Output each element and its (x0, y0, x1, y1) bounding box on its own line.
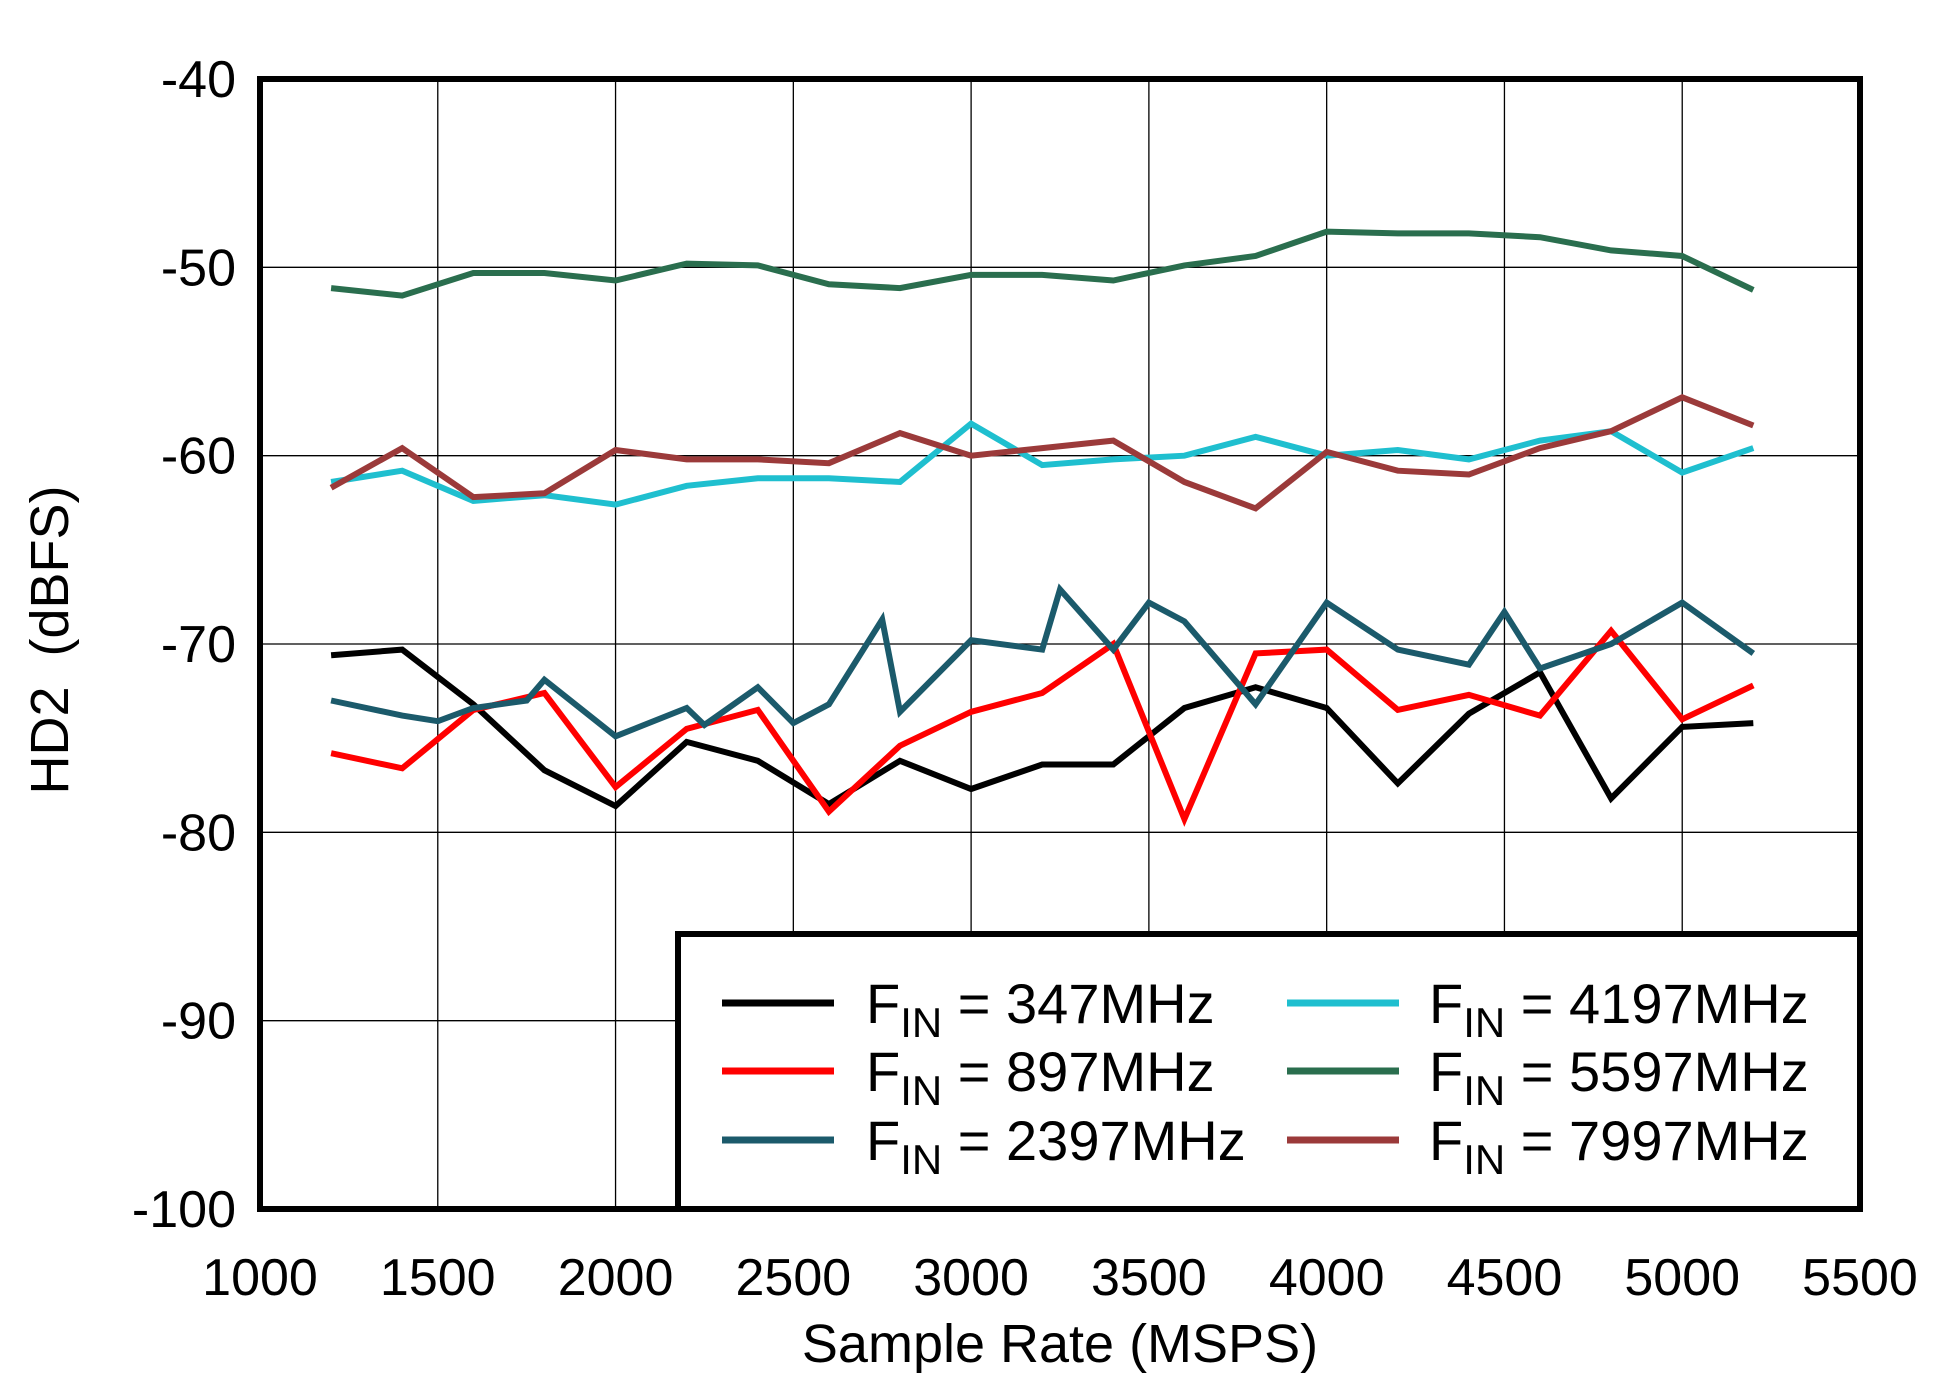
legend-entry: FIN = 4197MHz (1287, 972, 1809, 1046)
series-lines (329, 228, 1756, 827)
y-tick-label: -80 (161, 804, 236, 862)
legend-label: FIN = 7997MHz (1429, 1109, 1809, 1183)
x-tick-label: 3000 (913, 1249, 1029, 1307)
x-tick-label: 3500 (1091, 1249, 1207, 1307)
legend-label: FIN = 897MHz (866, 1040, 1215, 1114)
series-line-2 (330, 583, 1756, 740)
series-line-5 (329, 394, 1755, 512)
x-tick-label: 4500 (1447, 1249, 1563, 1307)
x-tick-label: 2500 (735, 1249, 851, 1307)
x-tick-label: 5000 (1624, 1249, 1740, 1307)
legend-entry: FIN = 347MHz (722, 972, 1215, 1046)
x-tick-label: 2000 (558, 1249, 674, 1307)
legend-label: FIN = 347MHz (866, 972, 1215, 1046)
legend-box (675, 931, 1863, 1212)
y-tick-label: -90 (161, 993, 236, 1051)
y-tick-label: -50 (161, 239, 236, 297)
series-line-0 (330, 646, 1754, 810)
x-axis-label: Sample Rate (MSPS) (802, 1314, 1318, 1374)
legend-entry: FIN = 2397MHz (722, 1109, 1246, 1183)
legend-entry: FIN = 897MHz (722, 1040, 1215, 1114)
y-tick-labels: -40 -50 -60 -70 -80 -90 -100 (132, 51, 236, 1239)
legend-entry: FIN = 5597MHz (1287, 1040, 1809, 1114)
y-tick-label: -40 (161, 51, 236, 109)
y-tick-label: -70 (161, 616, 236, 674)
x-tick-label: 1500 (380, 1249, 496, 1307)
x-tick-label: 5500 (1802, 1249, 1918, 1307)
x-tick-label: 1000 (202, 1249, 318, 1307)
series-line-4 (330, 228, 1755, 299)
series-line-3 (330, 419, 1755, 508)
series-line-1 (330, 626, 1755, 827)
legend-label: FIN = 2397MHz (866, 1109, 1246, 1183)
legend-label: FIN = 5597MHz (1429, 1040, 1809, 1114)
y-tick-label: -60 (161, 428, 236, 486)
legend-entry: FIN = 7997MHz (1287, 1109, 1809, 1183)
y-axis-label: HD2 (dBFS) (20, 485, 80, 794)
x-tick-labels: 1000 1500 2000 2500 3000 3500 4000 4500 5000 5500 (202, 1249, 1918, 1307)
x-tick-label: 4000 (1269, 1249, 1385, 1307)
legend-label: FIN = 4197MHz (1429, 972, 1809, 1046)
y-tick-label: -100 (132, 1181, 236, 1239)
